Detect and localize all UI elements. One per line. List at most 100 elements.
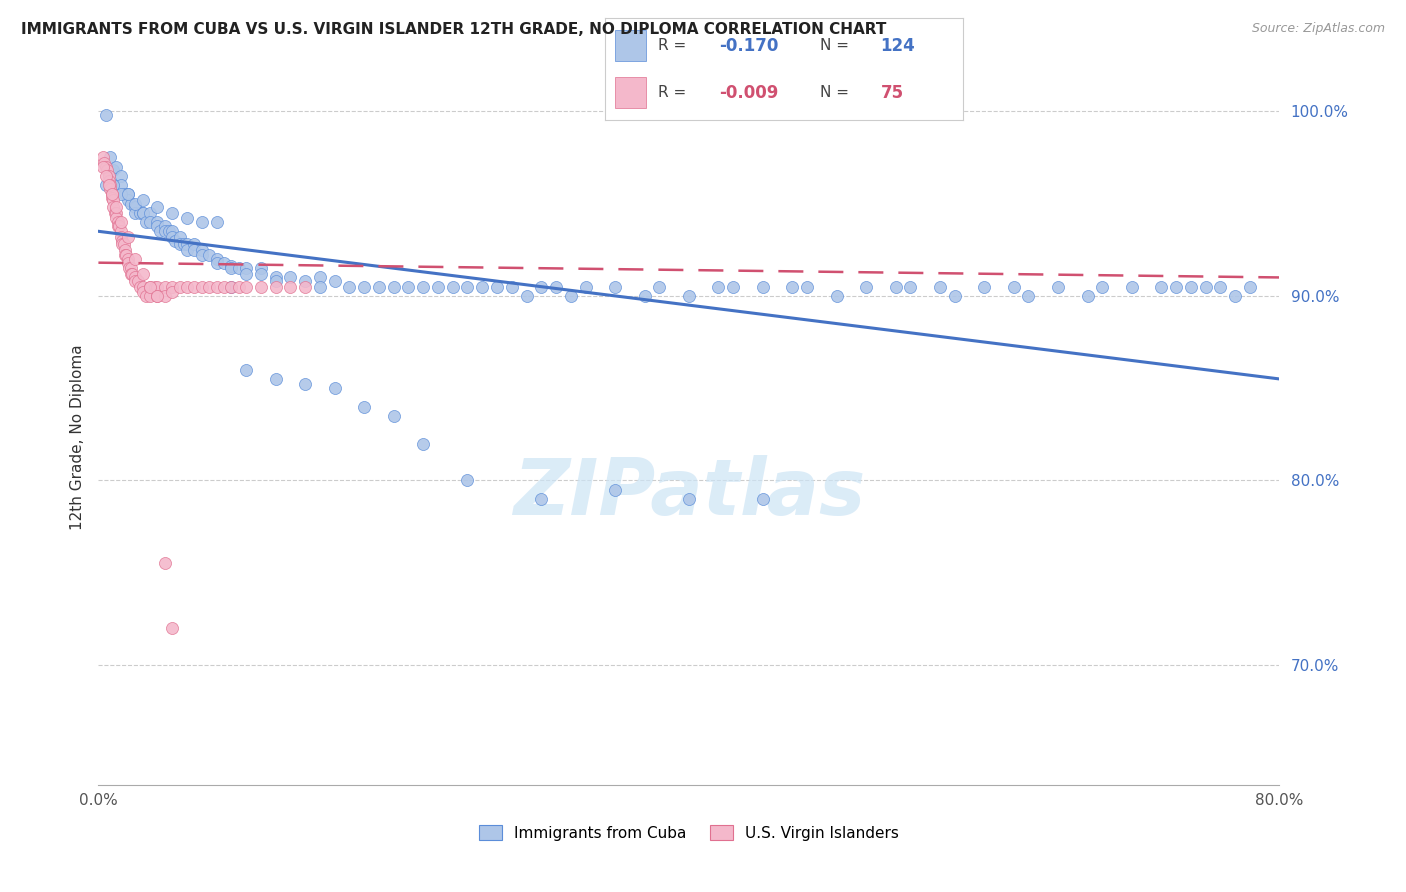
Point (107, 215, 129, 229)
Point (183, 243, 205, 257)
Point (114, 243, 136, 257)
Point (162, 621, 183, 635)
Point (153, 557, 176, 571)
Text: IMMIGRANTS FROM CUBA VS U.S. VIRGIN ISLANDER 12TH GRADE, NO DIPLOMA CORRELATION : IMMIGRANTS FROM CUBA VS U.S. VIRGIN ISLA… (21, 22, 886, 37)
Point (97, 169, 120, 183)
Point (235, 279, 257, 293)
Point (250, 261, 273, 276)
Text: -0.009: -0.009 (720, 84, 779, 102)
Point (1002, 279, 1025, 293)
Point (165, 234, 187, 248)
Point (117, 193, 139, 207)
Text: -0.170: -0.170 (720, 37, 779, 54)
Point (1046, 279, 1070, 293)
Point (108, 219, 131, 233)
Point (112, 237, 135, 252)
Point (1166, 279, 1188, 293)
Text: 75: 75 (880, 84, 904, 102)
Text: Source: ZipAtlas.com: Source: ZipAtlas.com (1251, 22, 1385, 36)
Bar (616, 78, 645, 108)
Point (1180, 279, 1202, 293)
Point (516, 289, 538, 303)
Point (183, 279, 205, 293)
Point (91, 151, 114, 165)
Point (110, 224, 132, 238)
Point (205, 279, 228, 293)
Point (110, 178, 132, 193)
Point (124, 200, 146, 214)
Point (98, 182, 121, 196)
Point (146, 215, 169, 229)
Point (139, 279, 162, 293)
Point (117, 187, 139, 202)
Point (1121, 279, 1143, 293)
Point (91, 160, 114, 174)
Point (110, 215, 132, 229)
Point (198, 248, 221, 262)
Point (530, 491, 553, 506)
Point (139, 215, 162, 229)
Point (105, 200, 128, 214)
Point (120, 267, 142, 281)
Point (825, 289, 848, 303)
Point (205, 252, 228, 266)
Point (135, 215, 157, 229)
Point (110, 187, 132, 202)
Point (139, 279, 162, 293)
Point (1225, 289, 1247, 303)
Point (110, 169, 132, 183)
Point (855, 279, 877, 293)
Point (169, 237, 191, 252)
Point (111, 237, 134, 252)
Point (124, 206, 146, 220)
Point (1077, 289, 1099, 303)
Point (96, 163, 118, 178)
Point (132, 193, 155, 207)
Bar (616, 30, 645, 61)
Point (132, 267, 155, 281)
Text: R =: R = (658, 38, 686, 53)
Point (128, 279, 150, 293)
Point (368, 279, 391, 293)
Point (146, 279, 169, 293)
Point (153, 219, 176, 233)
Point (103, 163, 125, 178)
Point (93, 156, 115, 170)
Point (97, 178, 120, 193)
Point (117, 187, 139, 202)
Point (707, 279, 730, 293)
Point (546, 279, 568, 293)
Point (100, 191, 122, 205)
Point (575, 279, 598, 293)
Point (1091, 279, 1114, 293)
Point (104, 206, 127, 220)
Point (221, 261, 243, 276)
Point (103, 200, 125, 214)
Point (973, 279, 995, 293)
Point (323, 381, 346, 395)
Point (146, 219, 169, 233)
Point (605, 483, 627, 497)
Point (427, 279, 450, 293)
Point (115, 248, 138, 262)
Point (412, 279, 434, 293)
Y-axis label: 12th Grade, No Diploma: 12th Grade, No Diploma (69, 344, 84, 530)
Point (132, 206, 155, 220)
Point (135, 289, 157, 303)
Point (900, 279, 922, 293)
Point (176, 211, 198, 226)
Point (198, 279, 221, 293)
Point (143, 279, 166, 293)
Point (162, 206, 183, 220)
Point (412, 436, 434, 450)
Point (107, 219, 129, 233)
Point (221, 260, 243, 274)
Point (294, 377, 316, 392)
Point (339, 279, 361, 293)
Point (280, 279, 302, 293)
Point (501, 279, 523, 293)
Text: 124: 124 (880, 37, 915, 54)
Point (146, 200, 169, 214)
Point (929, 279, 952, 293)
Point (176, 243, 198, 257)
